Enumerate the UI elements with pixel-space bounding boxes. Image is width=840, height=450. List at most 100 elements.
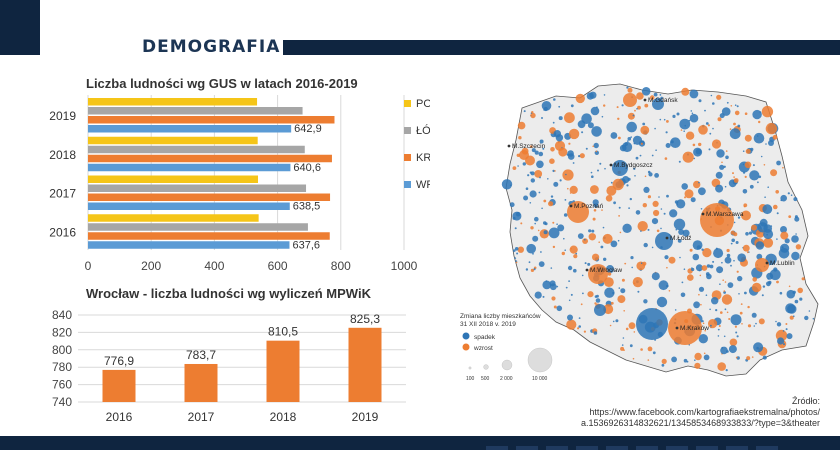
map-dot [549,280,556,287]
map-dot [762,204,773,215]
map-dot [709,308,711,311]
map-dot [562,169,574,181]
footer-decoration [486,446,786,450]
map-dot [775,320,777,323]
map-dot [808,310,811,312]
map-dot [617,117,620,120]
map-dot [569,185,578,194]
map-dot [682,151,694,163]
map-dot [523,195,529,201]
map-dot [720,311,723,314]
map-dot [501,179,513,190]
map-dot [797,287,803,294]
bar-łódź [88,223,308,231]
city-label: M.Warszawa [706,211,744,218]
map-dot [640,348,643,351]
source-url-2[interactable]: a.1536926314832621/1345853468933833/?typ… [581,418,820,428]
city-label: M.Lublin [770,260,795,267]
map-dot [643,242,648,248]
map-dot [720,346,728,355]
map-dot [706,273,712,280]
map-dot [710,94,713,97]
map-dot [748,231,753,235]
map-dot [569,245,578,254]
map-dot [593,331,598,335]
map-dot [525,268,529,271]
map-dot [700,203,734,237]
map-dot [673,218,686,230]
map-dot [665,143,671,148]
map-dot [762,285,766,288]
map-dot [787,304,797,314]
map-dot [726,311,729,314]
map-dot [789,315,794,320]
map-dot [543,221,547,225]
map-dot [581,113,592,124]
map-dot [692,143,696,147]
source-label: Źródło: [791,396,820,406]
map-dot [601,209,603,211]
map-dot [724,185,727,188]
bar-łódź [88,107,303,115]
map-dot [523,110,526,113]
map-dot [621,104,624,107]
map-dot [623,310,625,312]
map-dot [737,216,741,219]
city-marker [643,98,647,102]
map-dot [734,325,737,328]
city-marker [701,212,705,216]
map-dot [734,104,737,106]
map-dot [568,142,571,145]
map-dot [776,212,779,215]
map-dot [752,164,755,167]
map-dot [793,315,795,317]
map-dot [784,238,790,244]
map-dot [640,125,650,135]
map-dot [594,302,597,305]
map-dot [776,322,782,327]
map-dot [635,210,641,215]
map-dot [694,362,701,369]
map-dot [759,111,762,113]
map-dot [745,148,751,154]
map-dot [733,221,736,224]
map-dot [741,210,751,221]
map-dot [660,227,662,230]
map-dot [595,150,598,153]
map-dot [702,322,705,325]
map-dot [670,140,674,144]
map-dot [804,315,809,321]
map-dot [541,117,543,119]
map-dot [573,268,577,273]
bar-kraków [88,116,335,124]
map-dot [780,231,789,240]
map-dot [668,256,676,264]
map-dot [661,363,665,367]
map-dot [680,292,686,298]
map-dot [675,228,678,231]
map-dot [541,101,552,111]
map-dot [547,178,549,180]
map-dot [595,298,601,303]
bar-2019 [348,327,382,402]
map-dot [632,357,635,360]
map-dot [514,227,517,230]
map-dot [717,362,726,371]
y-category-label: 2017 [49,187,76,201]
map-dot [542,295,545,298]
map-dot [601,115,604,118]
map-dot [712,260,715,263]
x-tick-label: 200 [141,259,161,273]
source-url-1[interactable]: https://www.facebook.com/kartografiaekst… [589,407,820,417]
map-dot [654,173,659,178]
map-legend-increase: wzrost [473,345,493,352]
map-dot [626,184,629,187]
map-dot [591,229,595,233]
map-dot [733,178,739,183]
map-dot [652,98,664,110]
map-dot [705,122,709,125]
map-dot [551,296,556,301]
map-dot [738,293,740,295]
map-dot [731,238,735,243]
map-dot [567,265,573,271]
